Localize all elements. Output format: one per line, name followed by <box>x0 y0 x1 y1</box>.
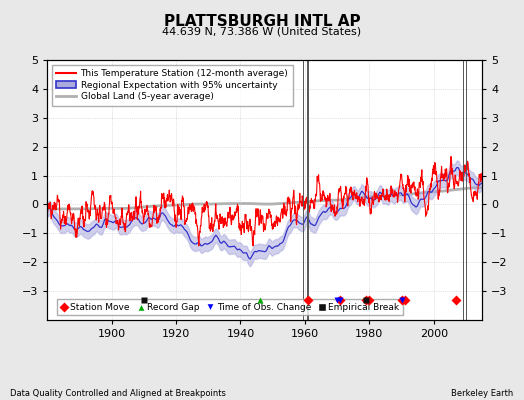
Text: 44.639 N, 73.386 W (United States): 44.639 N, 73.386 W (United States) <box>162 26 362 36</box>
Text: Berkeley Earth: Berkeley Earth <box>451 389 514 398</box>
Legend: Station Move, Record Gap, Time of Obs. Change, Empirical Break: Station Move, Record Gap, Time of Obs. C… <box>57 299 403 316</box>
Text: PLATTSBURGH INTL AP: PLATTSBURGH INTL AP <box>163 14 361 29</box>
Text: Data Quality Controlled and Aligned at Breakpoints: Data Quality Controlled and Aligned at B… <box>10 389 226 398</box>
